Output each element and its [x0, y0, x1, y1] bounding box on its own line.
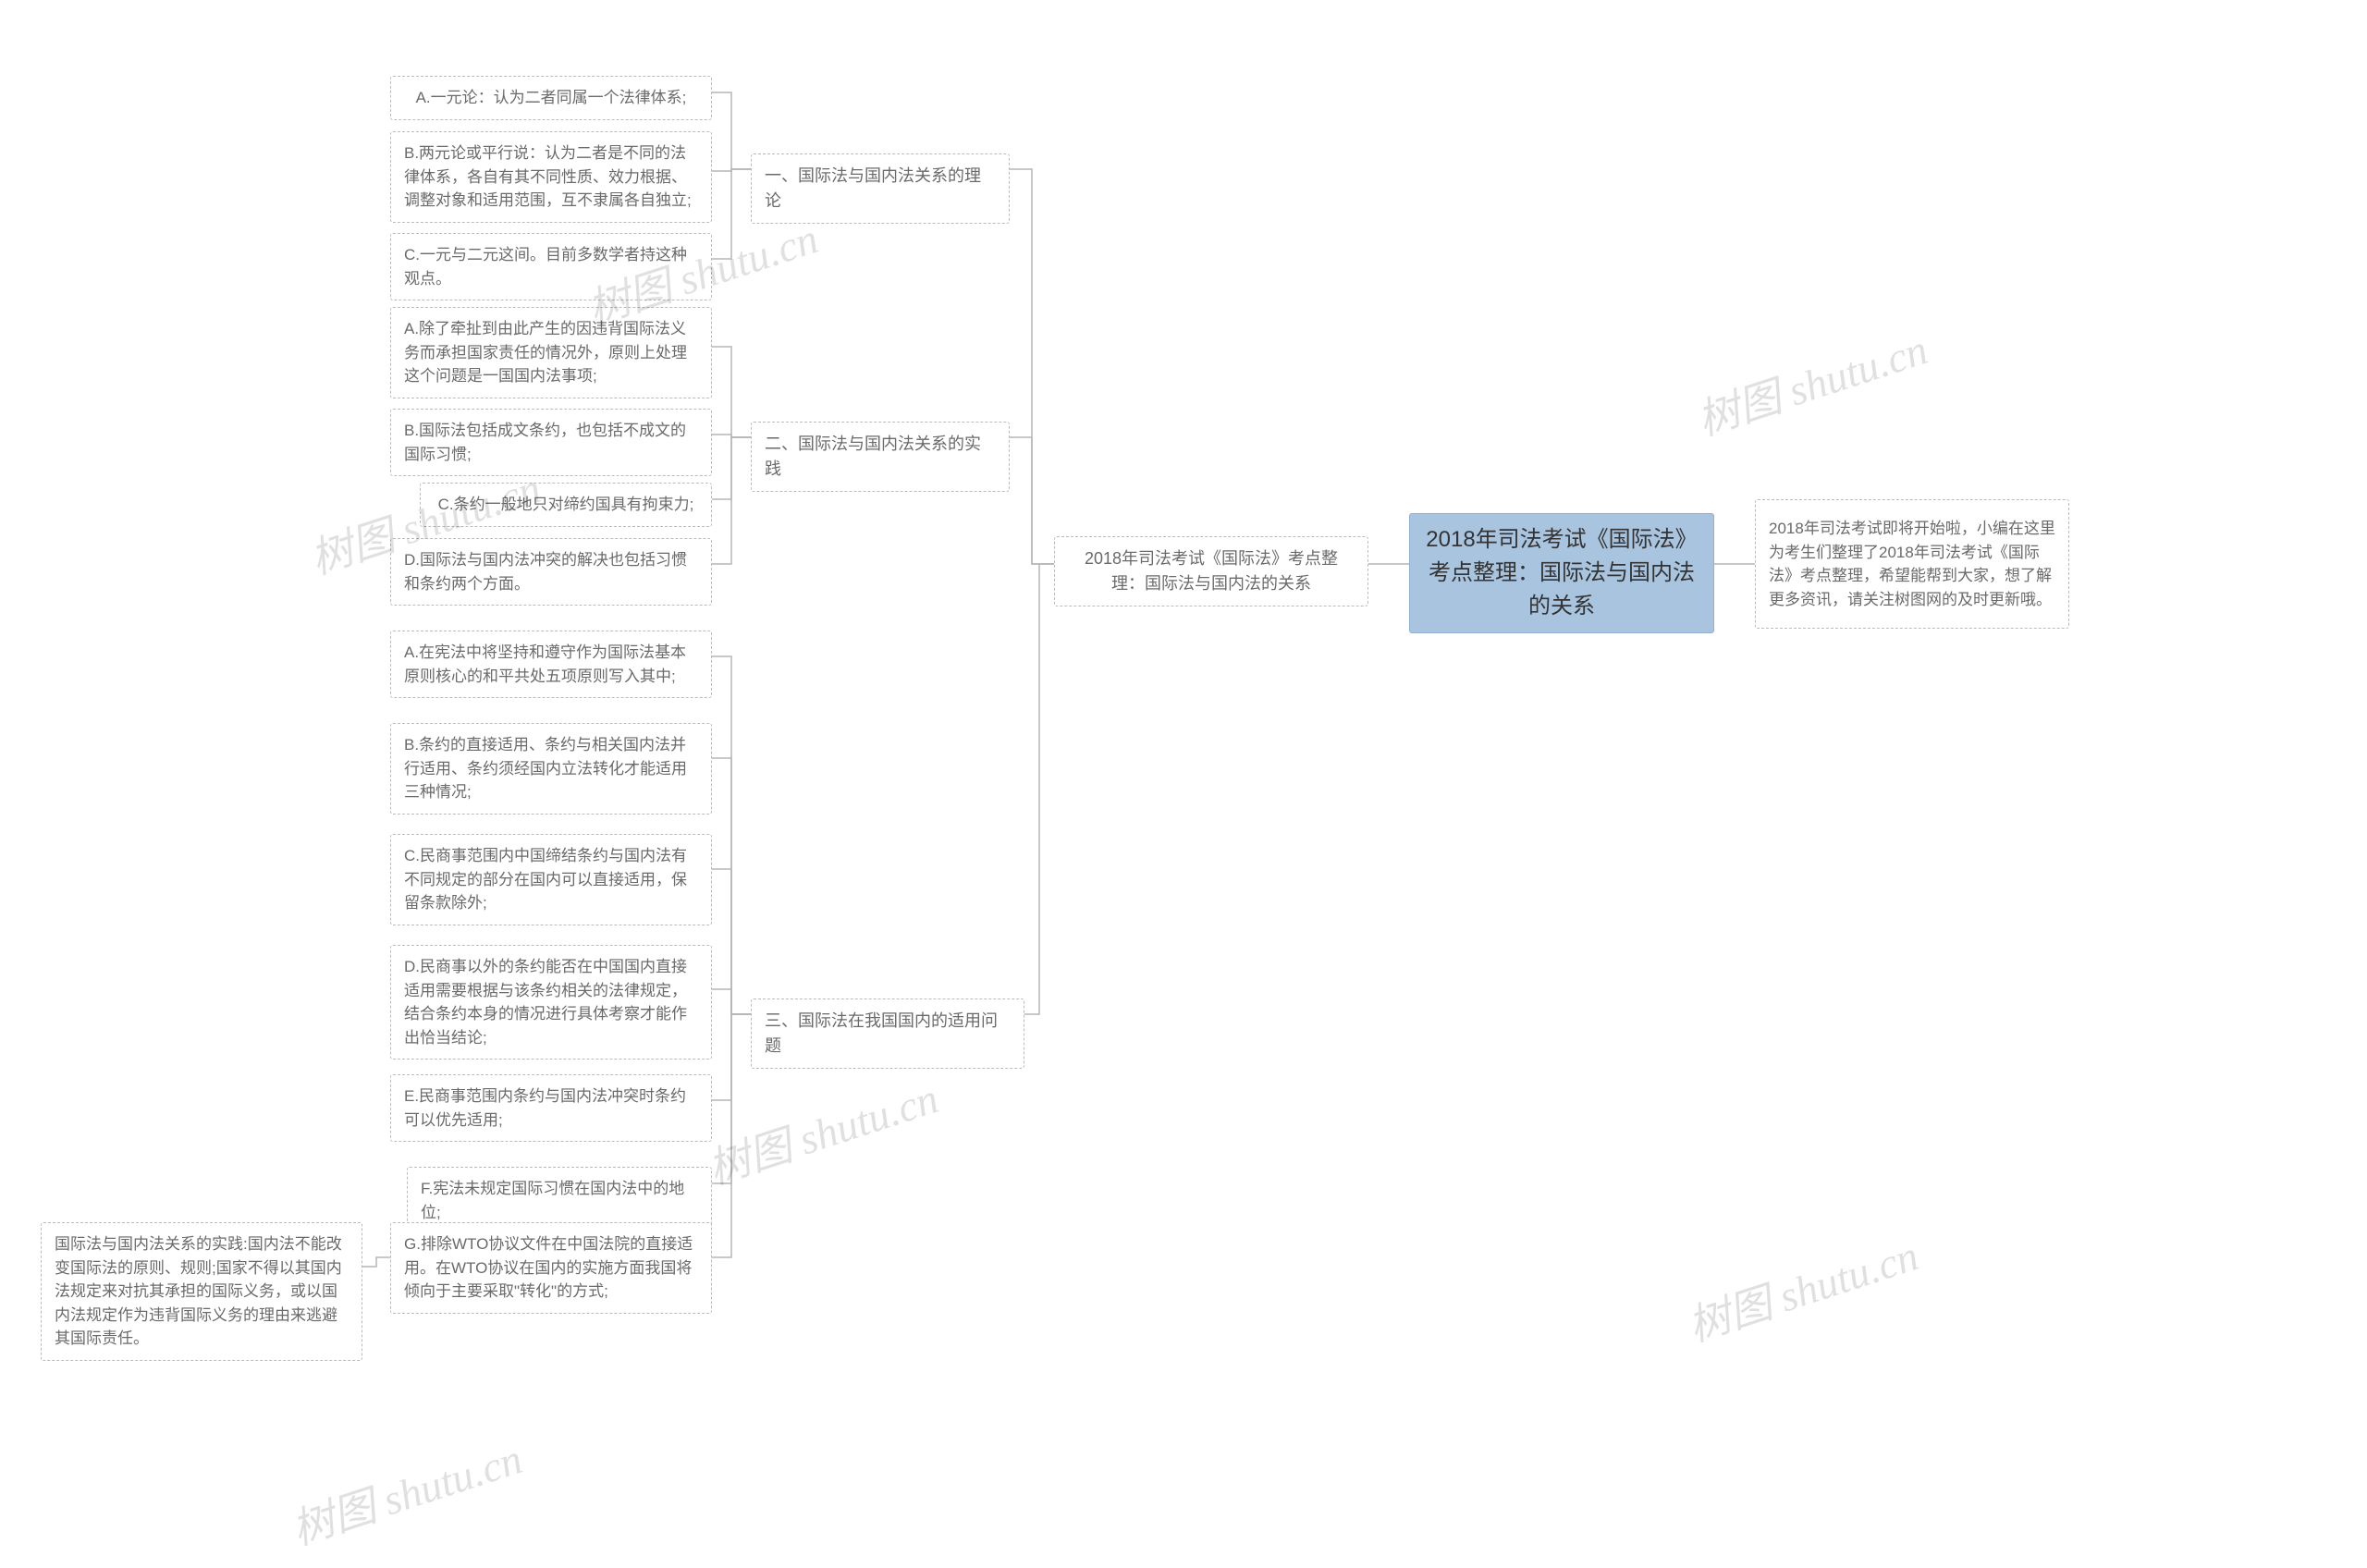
section-node: 三、国际法在我国国内的适用问题: [751, 998, 1024, 1069]
section-node: 二、国际法与国内法关系的实践: [751, 422, 1010, 492]
extra-leaf-text: 国际法与国内法关系的实践:国内法不能改变国际法的原则、规则;国家不得以其国内法规…: [55, 1232, 349, 1351]
watermark: 树图 shutu.cn: [699, 1065, 945, 1197]
leaf-node: B.条约的直接适用、条约与相关国内法并行适用、条约须经国内立法转化才能适用三种情…: [390, 723, 712, 815]
leaf-text: B.两元论或平行说：认为二者是不同的法律体系，各自有其不同性质、效力根据、调整对…: [404, 141, 698, 213]
extra-leaf-node: 国际法与国内法关系的实践:国内法不能改变国际法的原则、规则;国家不得以其国内法规…: [41, 1222, 362, 1361]
leaf-node: D.国际法与国内法冲突的解决也包括习惯和条约两个方面。: [390, 538, 712, 606]
leaf-text: D.民商事以外的条约能否在中国国内直接适用需要根据与该条约相关的法律规定，结合条…: [404, 955, 698, 1049]
leaf-text: A.一元论：认为二者同属一个法律体系;: [416, 86, 687, 110]
leaf-text: A.在宪法中将坚持和遵守作为国际法基本原则核心的和平共处五项原则写入其中;: [404, 641, 698, 688]
leaf-text: C.民商事范围内中国缔结条约与国内法有不同规定的部分在国内可以直接适用，保留条款…: [404, 844, 698, 915]
leaf-text: G.排除WTO协议文件在中国法院的直接适用。在WTO协议在国内的实施方面我国将倾…: [404, 1232, 698, 1304]
leaf-node: E.民商事范围内条约与国内法冲突时条约可以优先适用;: [390, 1074, 712, 1142]
leaf-node: A.除了牵扯到由此产生的因违背国际法义务而承担国家责任的情况外，原则上处理这个问…: [390, 307, 712, 398]
watermark: 树图 shutu.cn: [1679, 1222, 1925, 1354]
leaf-node: D.民商事以外的条约能否在中国国内直接适用需要根据与该条约相关的法律规定，结合条…: [390, 945, 712, 1060]
watermark: 树图 shutu.cn: [283, 1426, 529, 1558]
leaf-node: C.民商事范围内中国缔结条约与国内法有不同规定的部分在国内可以直接适用，保留条款…: [390, 834, 712, 925]
leaf-text: F.宪法未规定国际习惯在国内法中的地位;: [421, 1177, 698, 1224]
leaf-node: A.在宪法中将坚持和遵守作为国际法基本原则核心的和平共处五项原则写入其中;: [390, 631, 712, 698]
leaf-node: A.一元论：认为二者同属一个法律体系;: [390, 76, 712, 120]
leaf-node: G.排除WTO协议文件在中国法院的直接适用。在WTO协议在国内的实施方面我国将倾…: [390, 1222, 712, 1314]
leaf-text: B.国际法包括成文条约，也包括不成文的国际习惯;: [404, 419, 698, 466]
leaf-node: B.两元论或平行说：认为二者是不同的法律体系，各自有其不同性质、效力根据、调整对…: [390, 131, 712, 223]
root-node: 2018年司法考试《国际法》考点整理：国际法与国内法的关系: [1409, 513, 1714, 633]
section-node: 一、国际法与国内法关系的理论: [751, 153, 1010, 224]
sub1-node: 2018年司法考试《国际法》考点整理：国际法与国内法的关系: [1054, 536, 1368, 606]
leaf-node: C.一元与二元这间。目前多数学者持这种观点。: [390, 233, 712, 300]
right-note: 2018年司法考试即将开始啦，小编在这里为考生们整理了2018年司法考试《国际法…: [1755, 499, 2069, 629]
leaf-text: C.条约一般地只对缔约国具有拘束力;: [438, 493, 694, 517]
leaf-text: B.条约的直接适用、条约与相关国内法并行适用、条约须经国内立法转化才能适用三种情…: [404, 733, 698, 804]
right-note-text: 2018年司法考试即将开始啦，小编在这里为考生们整理了2018年司法考试《国际法…: [1769, 517, 2055, 611]
watermark: 树图 shutu.cn: [1688, 316, 1934, 448]
leaf-text: C.一元与二元这间。目前多数学者持这种观点。: [404, 243, 698, 290]
leaf-text: A.除了牵扯到由此产生的因违背国际法义务而承担国家责任的情况外，原则上处理这个问…: [404, 317, 698, 388]
root-title: 2018年司法考试《国际法》考点整理：国际法与国内法的关系: [1423, 523, 1700, 623]
leaf-text: E.民商事范围内条约与国内法冲突时条约可以优先适用;: [404, 1084, 698, 1132]
leaf-node: B.国际法包括成文条约，也包括不成文的国际习惯;: [390, 409, 712, 476]
section-label: 三、国际法在我国国内的适用问题: [765, 1009, 1011, 1059]
leaf-text: D.国际法与国内法冲突的解决也包括习惯和条约两个方面。: [404, 548, 698, 595]
leaf-node: C.条约一般地只对缔约国具有拘束力;: [420, 483, 712, 527]
sub1-text: 2018年司法考试《国际法》考点整理：国际法与国内法的关系: [1068, 546, 1355, 596]
section-label: 一、国际法与国内法关系的理论: [765, 164, 996, 214]
section-label: 二、国际法与国内法关系的实践: [765, 432, 996, 482]
